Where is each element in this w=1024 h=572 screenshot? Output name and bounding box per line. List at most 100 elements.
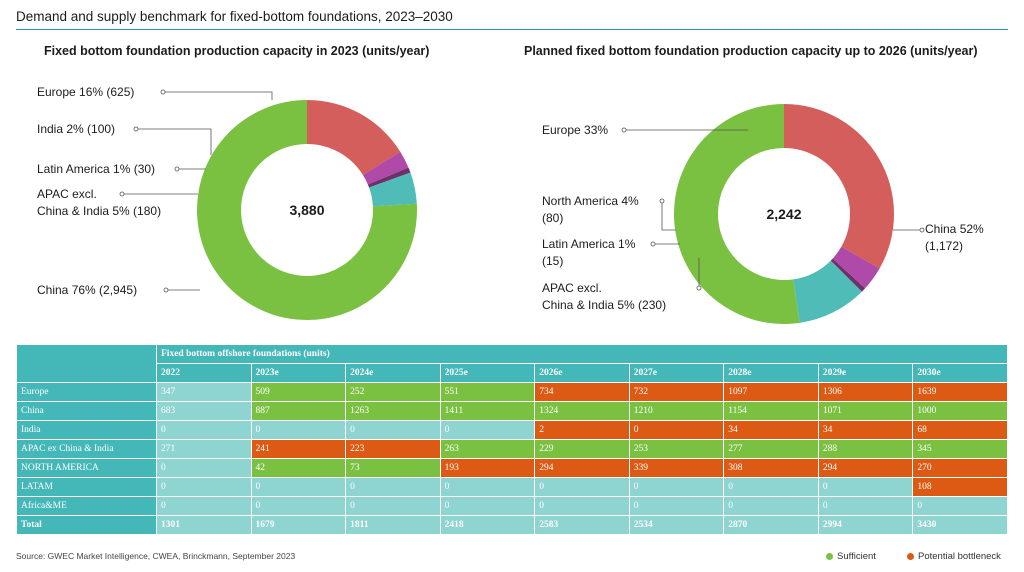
column-header: 2029e — [817, 363, 914, 383]
row-label: Africa&ME — [16, 496, 157, 516]
table-row: LATAM 0 0 0 0 0 0 0 0 108 — [16, 477, 1008, 497]
label-apac-2026: APAC excl. China & India 5% (230) — [542, 280, 666, 314]
column-header: 2027e — [628, 363, 725, 383]
slice-latin-america-1 — [367, 167, 411, 188]
leader-dot — [163, 287, 169, 293]
label-apac-2023: APAC excl. China & India 5% (180) — [37, 186, 161, 220]
row-label: APAC ex China & India — [16, 439, 157, 459]
table-cell: 1639 — [912, 382, 1008, 402]
table-cell: 108 — [912, 477, 1008, 497]
table-cell: 2583 — [534, 515, 630, 535]
slice-apac-excl-china-india-1 — [369, 172, 417, 207]
table-row: APAC ex China & India 271 241 223 263 229 253 2… — [16, 439, 1008, 459]
table-cell: 241 — [250, 439, 347, 459]
label-na-2026-line1: North America 4% — [542, 194, 639, 208]
table-row: India 0 0 0 0 2 0 34 34 68 — [16, 420, 1008, 440]
table-cell: 271 — [156, 439, 252, 459]
label-latam-2026-line1: Latin America 1% — [542, 237, 636, 251]
table-cell: 193 — [439, 458, 536, 478]
source-note: Source: GWEC Market Intelligence, CWEA, … — [16, 551, 296, 561]
table-cell: 0 — [723, 477, 819, 497]
table-cell: 0 — [250, 420, 347, 440]
leader-dot — [160, 89, 166, 95]
table-row: Total 1301 1679 1811 2418 2583 2534 2870 2994 343… — [16, 515, 1008, 535]
table-cell: 1154 — [723, 401, 819, 421]
table-cell: 34 — [817, 420, 914, 440]
table-cell: 2870 — [723, 515, 819, 535]
table-cell: 294 — [817, 458, 914, 478]
leader-india-2023 — [136, 128, 212, 155]
row-label: NORTH AMERICA — [16, 458, 157, 478]
label-latam-2026: Latin America 1% (15) — [542, 236, 635, 270]
table-cell: 1301 — [156, 515, 252, 535]
table-cell: 0 — [439, 420, 536, 440]
table-cell: 732 — [628, 382, 725, 402]
table-cell: 223 — [345, 439, 441, 459]
table-cell: 0 — [817, 496, 914, 516]
donut-chart-2026: 2,242 — [673, 104, 894, 324]
leader-dot — [650, 241, 656, 247]
table-cell: 68 — [912, 420, 1008, 440]
table-cell: 277 — [723, 439, 819, 459]
leader-dot — [174, 166, 180, 172]
donut-center-total: 2,242 — [766, 206, 801, 222]
table-cell: 0 — [156, 458, 252, 478]
table-cell: 1324 — [534, 401, 630, 421]
leader-dot — [621, 127, 627, 133]
label-northamerica-2026: North America 4% (80) — [542, 193, 639, 227]
table-cell: 347 — [156, 382, 252, 402]
table-cell: 734 — [534, 382, 630, 402]
row-label: Total — [16, 515, 157, 535]
donut-chart-2023: 3,880 — [197, 100, 417, 320]
table-cell: 308 — [723, 458, 819, 478]
table-cell: 1306 — [817, 382, 914, 402]
table-cell: 509 — [250, 382, 347, 402]
slice-north-america-2 — [832, 246, 880, 289]
table-cell: 0 — [345, 420, 441, 440]
table-cell: 73 — [345, 458, 441, 478]
green-dot-icon — [826, 553, 833, 560]
table-cell: 345 — [912, 439, 1008, 459]
row-label: LATAM — [16, 477, 157, 497]
table-cell: 1811 — [345, 515, 441, 535]
label-europe-2026: Europe 33% — [542, 123, 609, 137]
table-cell: 1263 — [345, 401, 441, 421]
label-apac-2023-line1: APAC excl. — [37, 187, 97, 201]
title-rule — [16, 29, 1008, 30]
table-cell: 1679 — [250, 515, 347, 535]
table-cell: 1071 — [817, 401, 914, 421]
leader-dot — [133, 126, 139, 132]
label-china-2026-line1: China 52% — [925, 222, 984, 236]
table-cell: 0 — [723, 496, 819, 516]
chart-2-title: Planned fixed bottom foundation producti… — [524, 44, 978, 58]
orange-dot-icon — [907, 553, 914, 560]
foundations-table: Fixed bottom offshore foundations (units… — [16, 344, 1008, 535]
leader-dot — [659, 198, 665, 204]
table-cell: 2994 — [817, 515, 914, 535]
leader-dot — [919, 227, 925, 233]
table-cell: 1097 — [723, 382, 819, 402]
leader-europe-2023 — [163, 91, 273, 100]
table-cell: 2418 — [439, 515, 536, 535]
label-china-2023: China 76% (2,945) — [37, 283, 138, 297]
label-india-2023: India 2% (100) — [37, 122, 116, 136]
label-apac-2023-line2: China & India 5% (180) — [37, 204, 162, 218]
leader-na-2026 — [661, 201, 676, 231]
label-latam-2026-line2: (15) — [542, 254, 564, 268]
table-cell: 0 — [439, 496, 536, 516]
label-china-2026-line2: (1,172) — [925, 239, 964, 253]
column-header: 2026e — [534, 363, 630, 383]
table-cell: 1210 — [628, 401, 725, 421]
legend-bottleneck-label: Potential bottleneck — [918, 551, 1001, 562]
column-header: 2022 — [156, 363, 252, 383]
legend-sufficient-label: Sufficient — [837, 551, 876, 562]
slice-latin-america-2 — [830, 258, 866, 292]
table-cell: 0 — [628, 420, 725, 440]
legend-sufficient: Sufficient — [826, 551, 876, 562]
row-label: China — [16, 401, 157, 421]
table-cell: 0 — [628, 477, 725, 497]
table-cell: 0 — [534, 496, 630, 516]
row-label: India — [16, 420, 157, 440]
table-cell: 683 — [156, 401, 252, 421]
